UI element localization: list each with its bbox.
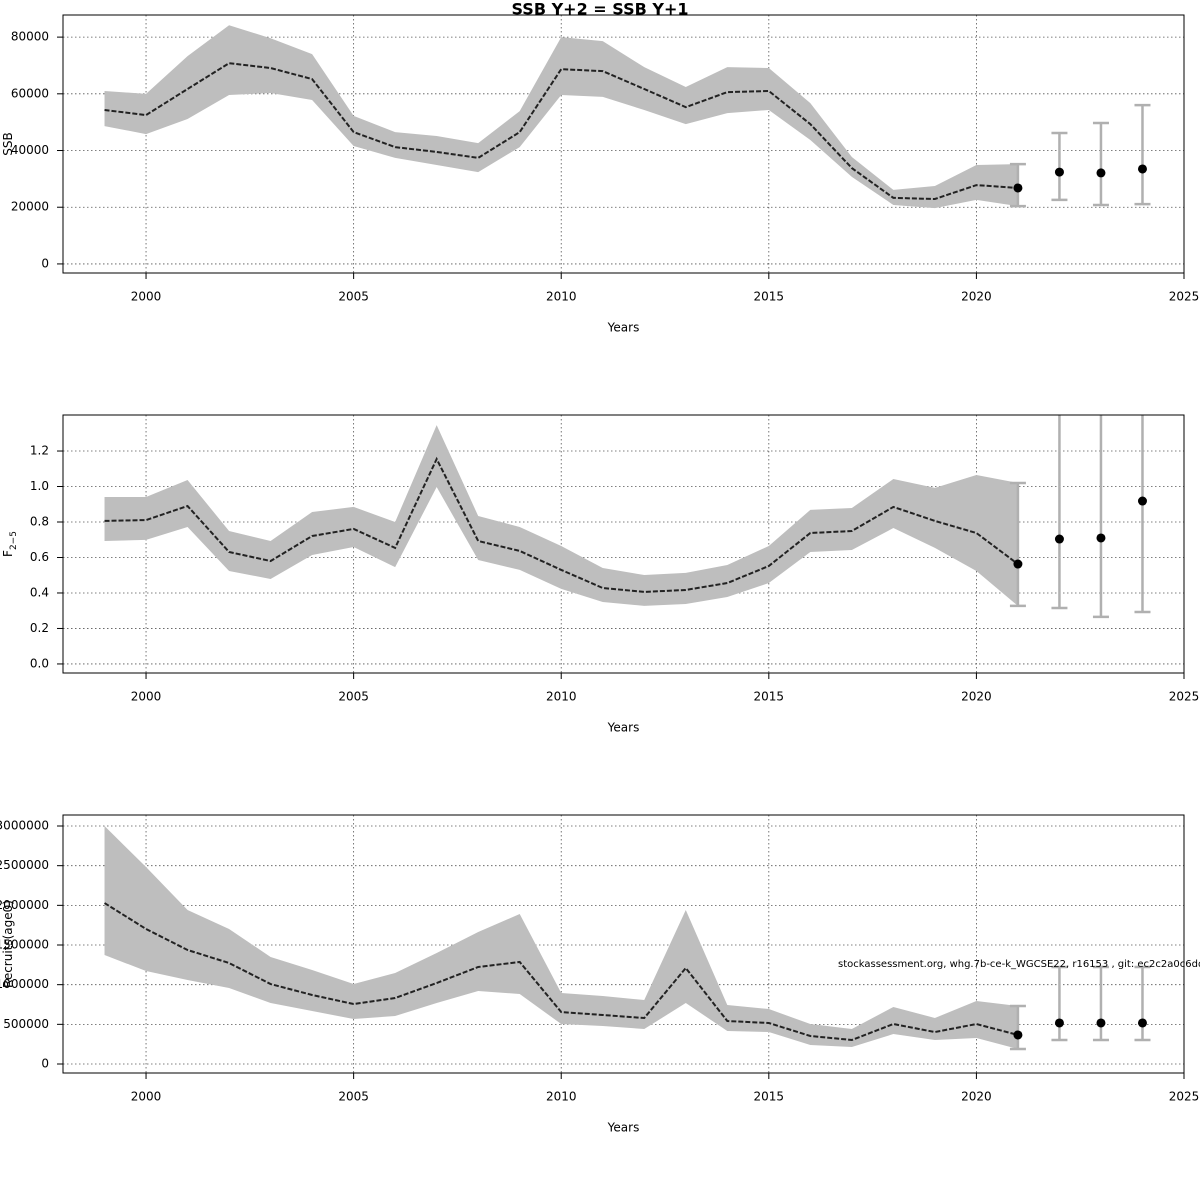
x-tick-label: 2010 — [546, 1090, 577, 1104]
forecast-point — [1013, 1030, 1023, 1040]
x-tick-label: 2020 — [961, 690, 992, 704]
error-bar — [1051, 415, 1068, 610]
annotation: stockassessment.org, whg.7b-ce-k_WGCSE22… — [838, 959, 1200, 970]
y-tick-label: 2500000 — [0, 858, 49, 872]
panel: 2000 2005 2010 2015 2020 2025 0 20000 40000 60000… — [1, 14, 1200, 335]
y-axis-label-main: Recruits(age0) — [1, 900, 15, 988]
y-tick-label: 1.2 — [30, 444, 49, 458]
x-axis-label: Years — [607, 721, 640, 735]
forecast-point — [1054, 534, 1064, 544]
error-bar — [1092, 415, 1109, 619]
x-tick-label: 2025 — [1169, 1090, 1200, 1104]
forecast-point — [1137, 496, 1147, 506]
y-tick-label: 80000 — [11, 30, 49, 44]
error-bar — [1009, 481, 1026, 608]
x-tick-label: 2000 — [131, 690, 162, 704]
x-tick-label: 2005 — [338, 1090, 369, 1104]
confidence-band — [104, 425, 1018, 606]
error-bar — [1092, 121, 1109, 207]
y-tick-label: 60000 — [11, 86, 49, 100]
panel: 2000 2005 2010 2015 2020 2025 0.0 0.2 0.4 0.6 0.8 1… — [1, 414, 1200, 735]
y-axis-label: Recruits(age0) — [1, 900, 15, 988]
y-tick-label: 3000000 — [0, 819, 49, 833]
x-tick-label: 2005 — [338, 290, 369, 304]
y-tick-label: 2000000 — [0, 898, 49, 912]
error-bar — [1134, 965, 1151, 1042]
error-bar — [1051, 131, 1068, 202]
x-axis-label: Years — [607, 321, 640, 335]
x-tick-label: 2020 — [961, 290, 992, 304]
x-tick-label: 2015 — [754, 690, 785, 704]
error-bar — [1134, 415, 1151, 614]
error-bar — [1009, 1004, 1026, 1051]
y-tick-label: 1.0 — [30, 479, 49, 493]
x-tick-label: 2000 — [131, 290, 162, 304]
estimate-line — [104, 456, 1019, 593]
x-tick-label: 2010 — [546, 690, 577, 704]
y-tick-label: 40000 — [11, 143, 49, 157]
y-tick-label: 0.0 — [30, 656, 49, 670]
x-tick-label: 2015 — [754, 290, 785, 304]
forecast-point — [1013, 559, 1023, 569]
error-bar — [1051, 965, 1068, 1042]
y-tick-label: 0.6 — [30, 550, 49, 564]
x-axis-label: Years — [607, 1121, 640, 1135]
plot-frame — [62, 814, 1185, 1074]
forecast-point — [1054, 167, 1064, 177]
x-tick-label: 2005 — [338, 690, 369, 704]
x-tick-label: 2025 — [1169, 690, 1200, 704]
plot-area — [63, 815, 1184, 1073]
error-bar — [1134, 103, 1151, 206]
error-bar — [1092, 965, 1109, 1042]
y-tick-label: 0 — [41, 256, 49, 270]
y-axis-label-main: F — [1, 550, 15, 557]
y-tick-label: 20000 — [11, 200, 49, 214]
y-tick-label: 500000 — [3, 1017, 49, 1031]
plot-frame — [62, 14, 1185, 274]
x-tick-label: 2000 — [131, 1090, 162, 1104]
forecast-point — [1096, 1018, 1106, 1028]
y-tick-label: 1000000 — [0, 977, 49, 991]
x-tick-label: 2010 — [546, 290, 577, 304]
forecast-point — [1013, 183, 1023, 193]
forecast-point — [1137, 1018, 1147, 1028]
y-axis-label-subscript: 2−5 — [9, 531, 19, 550]
y-tick-label: 0.4 — [30, 585, 49, 599]
x-tick-label: 2025 — [1169, 290, 1200, 304]
forecast-point — [1054, 1018, 1064, 1028]
x-tick-label: 2015 — [754, 1090, 785, 1104]
chart-title: SSB Y+2 = SSB Y+1 — [512, 0, 689, 19]
forecast-point — [1096, 168, 1106, 178]
y-axis-label: SSB — [1, 132, 15, 155]
plot-area — [63, 15, 1184, 273]
x-tick-label: 2020 — [961, 1090, 992, 1104]
y-tick-label: 0.8 — [30, 514, 49, 528]
y-tick-label: 1500000 — [0, 938, 49, 952]
y-axis-label: F2−5 — [1, 531, 19, 557]
estimate-line — [103, 902, 1019, 1041]
y-tick-label: 0.2 — [30, 621, 49, 635]
y-axis-label-main: SSB — [1, 132, 15, 155]
confidence-band — [104, 826, 1018, 1050]
y-tick-label: 0 — [41, 1057, 49, 1071]
estimate-line — [104, 62, 1018, 201]
plot-area — [63, 415, 1184, 673]
forecast-point — [1137, 164, 1147, 174]
confidence-band — [104, 25, 1018, 209]
panel: 2000 2005 2010 2015 2020 2025 0 500000 1000000 15… — [0, 814, 1200, 1135]
forecast-point — [1096, 533, 1106, 543]
plot-frame — [62, 414, 1185, 674]
